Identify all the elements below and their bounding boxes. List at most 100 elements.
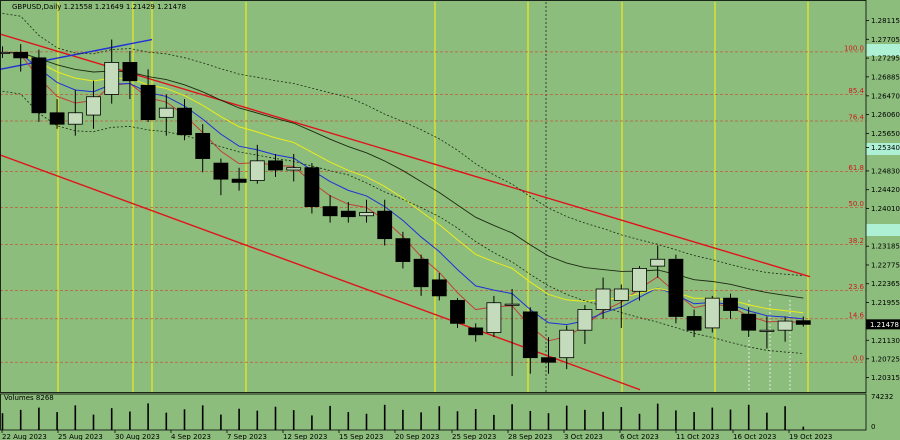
y-tick-label: 1.28115 [871, 17, 900, 25]
candle-body [395, 238, 411, 262]
y-tick-label: 1.25340 [871, 144, 900, 152]
candle-body [450, 300, 465, 324]
candle[interactable] [322, 195, 338, 223]
candle[interactable] [504, 289, 520, 376]
candle[interactable] [31, 49, 47, 122]
candle-body [49, 112, 65, 125]
y-tick-label: 1.20315 [871, 374, 900, 382]
x-tick-label: 3 Oct 2023 [564, 433, 603, 440]
y-tick-label: 1.27705 [871, 36, 900, 44]
candle[interactable] [650, 245, 666, 278]
candle[interactable] [431, 272, 447, 301]
fib-level-label: 14.6 [848, 311, 864, 319]
candle-body [286, 167, 302, 171]
candle[interactable] [231, 167, 247, 191]
candle[interactable] [413, 254, 429, 296]
price-highlight-band [866, 44, 900, 56]
fib-level-label: 85.4 [848, 87, 864, 95]
candle[interactable] [632, 266, 647, 301]
candle[interactable] [522, 307, 538, 374]
candle[interactable] [86, 80, 101, 129]
candle-body [795, 320, 811, 325]
candle-body [213, 162, 229, 180]
fib-level-label: 50.0 [848, 200, 864, 208]
y-tick-label: 1.26060 [871, 111, 900, 119]
candle[interactable] [304, 163, 320, 214]
candle[interactable] [13, 44, 29, 72]
candle-body [195, 132, 211, 159]
x-tick-label: 30 Aug 2023 [115, 433, 160, 440]
y-tick-label: 1.24830 [871, 167, 900, 175]
y-tick-label: 1.20725 [871, 355, 900, 363]
candle[interactable] [286, 153, 302, 182]
blue-trend-line [0, 38, 153, 70]
candle-body [359, 212, 374, 217]
candle[interactable] [723, 293, 738, 319]
y-tick-label: 1.27295 [871, 55, 900, 63]
candle[interactable] [49, 99, 65, 129]
x-tick-label: 16 Oct 2023 [733, 433, 776, 440]
candle-body [723, 297, 738, 311]
candle-body [13, 51, 29, 59]
candle[interactable] [195, 124, 211, 173]
y-tick-label: 1.25650 [871, 130, 900, 138]
candle-body [650, 258, 666, 267]
candle-body [668, 258, 684, 317]
candle[interactable] [122, 50, 138, 100]
candle[interactable] [595, 277, 611, 319]
candle[interactable] [613, 284, 629, 328]
candle[interactable] [759, 316, 775, 349]
candle[interactable] [140, 69, 156, 122]
candle-body [559, 329, 575, 359]
fib-level-label: 38.2 [848, 237, 864, 245]
candle-body [541, 357, 556, 363]
candle-body [377, 210, 393, 240]
candle-body [577, 309, 593, 331]
bollinger-lower [2, 90, 804, 354]
candle[interactable] [668, 254, 684, 324]
candle[interactable] [104, 39, 120, 104]
candle-body [322, 206, 338, 217]
y-tick-label: 1.26885 [871, 73, 900, 81]
candle[interactable] [249, 144, 265, 184]
candle[interactable] [686, 309, 702, 338]
candle[interactable] [559, 325, 575, 370]
fib-level-label: 23.6 [848, 283, 864, 291]
current-price-box [866, 319, 900, 330]
candle[interactable] [377, 199, 393, 246]
candle-body [249, 160, 265, 181]
candle[interactable] [468, 323, 484, 342]
candle[interactable] [268, 153, 283, 177]
candle[interactable] [741, 307, 757, 338]
candle-body [340, 210, 356, 218]
candle[interactable] [486, 295, 502, 338]
candle[interactable] [795, 316, 811, 327]
x-tick-label: 12 Sep 2023 [283, 433, 327, 440]
candle[interactable] [704, 295, 720, 333]
candle[interactable] [177, 99, 192, 141]
y-tick-label: 1.23185 [871, 243, 900, 251]
chart-title: GBPUSD,Daily 1.21558 1.21649 1.21429 1.2… [12, 3, 186, 11]
x-tick-label: 11 Oct 2023 [676, 433, 719, 440]
candle-body [104, 62, 120, 95]
candle[interactable] [541, 337, 556, 374]
fib-level-label: 76.4 [848, 114, 864, 122]
x-tick-label: 7 Sep 2023 [227, 433, 267, 440]
candle[interactable] [0, 46, 10, 58]
candle[interactable] [359, 199, 374, 223]
candle[interactable] [158, 94, 174, 136]
candle[interactable] [213, 158, 229, 196]
candle[interactable] [450, 298, 465, 328]
candle-body [231, 178, 247, 183]
candle-body [486, 302, 502, 333]
y-tick-label: 1.24420 [871, 186, 900, 194]
candle[interactable] [577, 305, 593, 344]
candle[interactable] [395, 231, 411, 269]
x-tick-label: 28 Sep 2023 [508, 433, 552, 440]
candle[interactable] [67, 89, 83, 136]
candle[interactable] [777, 316, 793, 342]
candle[interactable] [340, 202, 356, 223]
candle-body [304, 167, 320, 208]
candle-body [522, 311, 538, 359]
